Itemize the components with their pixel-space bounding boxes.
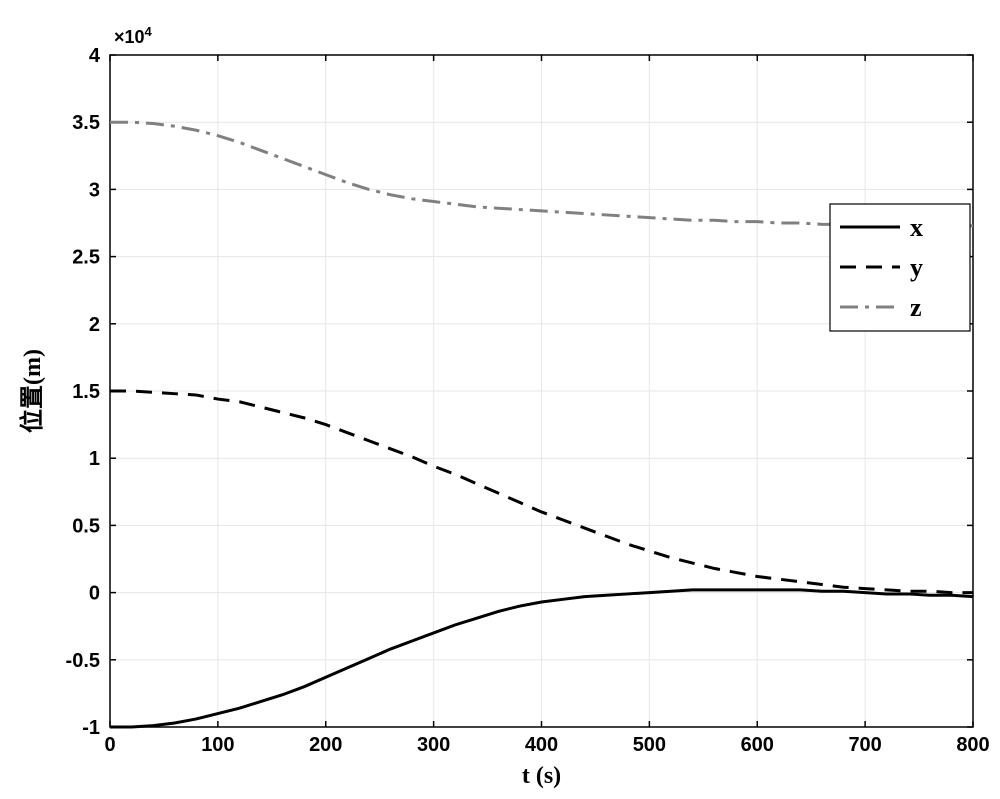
x-tick-label: 500: [633, 734, 666, 756]
y-tick-label: 2: [89, 314, 100, 336]
x-tick-label: 100: [201, 734, 234, 756]
position-vs-time-chart: 0 100 200 300 400 500 600 700 800 -1 -0.5 0 0.5 1 1.5 2…: [0, 0, 1000, 799]
x-tick-label: 300: [417, 734, 450, 756]
legend-label-z: z: [910, 293, 922, 322]
y-tick-label: -0.5: [66, 650, 100, 672]
y-axis-label: 位置(m): [18, 349, 46, 433]
y-tick-label: 2.5: [72, 247, 100, 269]
x-tick-label: 800: [956, 734, 989, 756]
y-tick-label: 0.5: [72, 515, 100, 537]
y-tick-label: 3.5: [72, 112, 100, 134]
y-tick-label: -1: [82, 717, 100, 739]
x-tick-label: 600: [741, 734, 774, 756]
y-tick-label: 3: [89, 179, 100, 201]
x-axis-label: t (s): [522, 763, 561, 789]
x-tick-label: 700: [848, 734, 881, 756]
y-tick-label: 1: [89, 448, 100, 470]
legend-label-x: x: [910, 213, 923, 242]
x-tick-label: 400: [525, 734, 558, 756]
y-tick-label: 1.5: [72, 381, 100, 403]
y-tick-label: 4: [89, 45, 101, 67]
x-tick-label: 0: [104, 734, 115, 756]
x-tick-label: 200: [309, 734, 342, 756]
y-tick-label: 0: [89, 583, 100, 605]
legend-label-y: y: [910, 253, 923, 282]
